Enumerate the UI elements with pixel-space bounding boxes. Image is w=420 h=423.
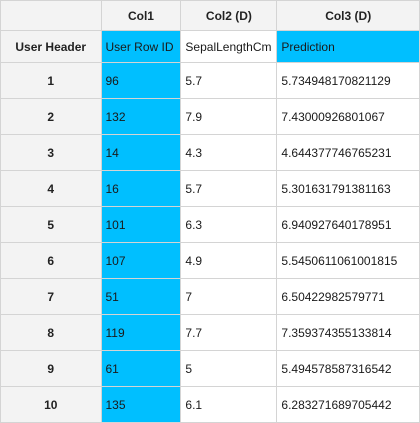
corner-cell <box>0 0 102 31</box>
row-index[interactable]: 6 <box>0 242 102 279</box>
user-header-label[interactable]: User Header <box>0 30 102 63</box>
cell-prediction[interactable]: 6.50422982579771 <box>276 278 420 315</box>
table-row: 7 51 7 6.50422982579771 <box>0 278 420 315</box>
cell-sepal-length[interactable]: 5.7 <box>180 62 278 99</box>
cell-sepal-length[interactable]: 7 <box>180 278 278 315</box>
row-index[interactable]: 3 <box>0 134 102 171</box>
header-cell-user-row-id[interactable]: User Row ID <box>100 30 182 63</box>
row-index[interactable]: 2 <box>0 98 102 135</box>
row-index[interactable]: 10 <box>0 386 102 423</box>
cell-sepal-length[interactable]: 5.7 <box>180 170 278 207</box>
row-index[interactable]: 9 <box>0 350 102 387</box>
cell-sepal-length[interactable]: 7.9 <box>180 98 278 135</box>
cell-prediction[interactable]: 7.43000926801067 <box>276 98 420 135</box>
column-header-row: Col1 Col2 (D) Col3 (D) <box>0 0 420 31</box>
cell-user-row-id[interactable]: 16 <box>100 170 182 207</box>
table-row: 4 16 5.7 5.301631791381163 <box>0 170 420 207</box>
cell-sepal-length[interactable]: 4.3 <box>180 134 278 171</box>
table-row: 6 107 4.9 5.5450611061001815 <box>0 242 420 279</box>
cell-user-row-id[interactable]: 119 <box>100 314 182 351</box>
cell-sepal-length[interactable]: 4.9 <box>180 242 278 279</box>
cell-prediction[interactable]: 5.494578587316542 <box>276 350 420 387</box>
cell-prediction[interactable]: 5.734948170821129 <box>276 62 420 99</box>
table-row: 8 119 7.7 7.359374355133814 <box>0 314 420 351</box>
header-cell-sepal-length[interactable]: SepalLengthCm <box>180 30 278 63</box>
cell-user-row-id[interactable]: 101 <box>100 206 182 243</box>
cell-sepal-length[interactable]: 5 <box>180 350 278 387</box>
row-index[interactable]: 5 <box>0 206 102 243</box>
row-index[interactable]: 8 <box>0 314 102 351</box>
cell-prediction[interactable]: 7.359374355133814 <box>276 314 420 351</box>
cell-prediction[interactable]: 4.644377746765231 <box>276 134 420 171</box>
cell-sepal-length[interactable]: 7.7 <box>180 314 278 351</box>
cell-sepal-length[interactable]: 6.3 <box>180 206 278 243</box>
table-row: 5 101 6.3 6.940927640178951 <box>0 206 420 243</box>
cell-prediction[interactable]: 5.301631791381163 <box>276 170 420 207</box>
cell-user-row-id[interactable]: 135 <box>100 386 182 423</box>
header-cell-prediction[interactable]: Prediction <box>276 30 420 63</box>
cell-prediction[interactable]: 6.283271689705442 <box>276 386 420 423</box>
table-row: 9 61 5 5.494578587316542 <box>0 350 420 387</box>
cell-user-row-id[interactable]: 61 <box>100 350 182 387</box>
cell-sepal-length[interactable]: 6.1 <box>180 386 278 423</box>
cell-user-row-id[interactable]: 51 <box>100 278 182 315</box>
cell-prediction[interactable]: 5.5450611061001815 <box>276 242 420 279</box>
row-index[interactable]: 7 <box>0 278 102 315</box>
column-header-col1[interactable]: Col1 <box>100 0 182 31</box>
cell-user-row-id[interactable]: 107 <box>100 242 182 279</box>
row-index[interactable]: 4 <box>0 170 102 207</box>
column-header-col2[interactable]: Col2 (D) <box>180 0 278 31</box>
table-row: 2 132 7.9 7.43000926801067 <box>0 98 420 135</box>
user-header-row: User Header User Row ID SepalLengthCm Pr… <box>0 30 420 63</box>
cell-user-row-id[interactable]: 96 <box>100 62 182 99</box>
table-row: 10 135 6.1 6.283271689705442 <box>0 386 420 423</box>
row-index[interactable]: 1 <box>0 62 102 99</box>
cell-user-row-id[interactable]: 132 <box>100 98 182 135</box>
table-row: 3 14 4.3 4.644377746765231 <box>0 134 420 171</box>
column-header-col3[interactable]: Col3 (D) <box>276 0 420 31</box>
table-row: 1 96 5.7 5.734948170821129 <box>0 62 420 99</box>
cell-user-row-id[interactable]: 14 <box>100 134 182 171</box>
cell-prediction[interactable]: 6.940927640178951 <box>276 206 420 243</box>
